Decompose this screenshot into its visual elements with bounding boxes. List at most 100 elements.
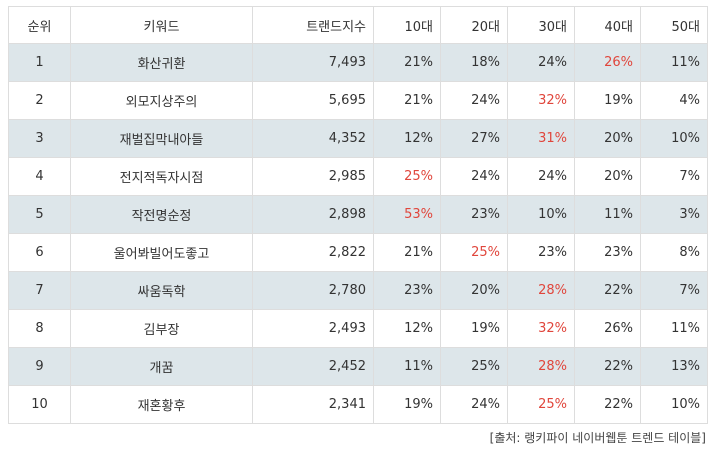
age-20s-cell: 18% [440,43,508,82]
table-row: 2 외모지상주의 5,695 21% 24% 32% 19% 4% [8,81,708,120]
trend-index-cell: 2,452 [252,347,374,386]
age-10s-cell: 21% [373,43,441,82]
table-row: 7 싸움독학 2,780 23% 20% 28% 22% 7% [8,271,708,310]
header-age-40s: 40대 [574,6,641,44]
trend-index-cell: 2,780 [252,271,374,310]
age-50s-cell: 10% [640,119,708,158]
keyword-cell: 재혼황후 [70,385,253,424]
age-30s-cell: 28% [507,271,575,310]
header-age-10s: 10대 [373,6,441,44]
age-20s-cell: 24% [440,81,508,120]
header-trend-index: 트랜드지수 [252,6,374,44]
header-rank: 순위 [8,6,71,44]
keyword-cell: 개꿈 [70,347,253,386]
age-30s-cell: 23% [507,233,575,272]
age-30s-cell: 24% [507,43,575,82]
keyword-cell: 화산귀환 [70,43,253,82]
age-40s-cell: 22% [574,271,641,310]
rank-cell: 7 [8,271,71,310]
trend-index-cell: 2,493 [252,309,374,348]
age-50s-cell: 4% [640,81,708,120]
age-50s-cell: 13% [640,347,708,386]
age-50s-cell: 11% [640,309,708,348]
table-row: 4 전지적독자시점 2,985 25% 24% 24% 20% 7% [8,157,708,196]
age-30s-cell: 32% [507,309,575,348]
age-20s-cell: 20% [440,271,508,310]
rank-cell: 6 [8,233,71,272]
table-header-row: 순위 키워드 트랜드지수 10대 20대 30대 40대 50대 [8,6,708,44]
age-50s-cell: 11% [640,43,708,82]
age-10s-cell: 12% [373,309,441,348]
age-50s-cell: 3% [640,195,708,234]
keyword-cell: 울어봐빌어도좋고 [70,233,253,272]
table-row: 6 울어봐빌어도좋고 2,822 21% 25% 23% 23% 8% [8,233,708,272]
age-20s-cell: 24% [440,157,508,196]
age-50s-cell: 10% [640,385,708,424]
age-30s-cell: 10% [507,195,575,234]
keyword-cell: 전지적독자시점 [70,157,253,196]
age-50s-cell: 7% [640,157,708,196]
age-40s-cell: 26% [574,309,641,348]
age-10s-cell: 11% [373,347,441,386]
rank-cell: 2 [8,81,71,120]
trend-index-cell: 2,822 [252,233,374,272]
source-caption: [출처: 랭키파이 네이버웹툰 트렌드 테이블] [489,431,706,445]
trend-index-cell: 2,898 [252,195,374,234]
rank-cell: 9 [8,347,71,386]
age-10s-cell: 25% [373,157,441,196]
age-20s-cell: 23% [440,195,508,234]
age-10s-cell: 23% [373,271,441,310]
header-keyword: 키워드 [70,6,253,44]
age-20s-cell: 19% [440,309,508,348]
rank-cell: 1 [8,43,71,82]
table-body: 1 화산귀환 7,493 21% 18% 24% 26% 11% 2 외모지상주의 5,695 21%… [8,43,708,424]
age-20s-cell: 25% [440,233,508,272]
table-row: 10 재혼황후 2,341 19% 24% 25% 22% 10% [8,385,708,424]
trend-index-cell: 7,493 [252,43,374,82]
table-row: 8 김부장 2,493 12% 19% 32% 26% 11% [8,309,708,348]
age-10s-cell: 53% [373,195,441,234]
header-age-20s: 20대 [440,6,508,44]
age-40s-cell: 26% [574,43,641,82]
age-40s-cell: 20% [574,157,641,196]
age-30s-cell: 32% [507,81,575,120]
rank-cell: 10 [8,385,71,424]
trend-index-cell: 2,341 [252,385,374,424]
age-50s-cell: 8% [640,233,708,272]
age-20s-cell: 27% [440,119,508,158]
trend-index-cell: 4,352 [252,119,374,158]
age-10s-cell: 19% [373,385,441,424]
table-row: 9 개꿈 2,452 11% 25% 28% 22% 13% [8,347,708,386]
trend-table: 순위 키워드 트랜드지수 10대 20대 30대 40대 50대 1 화산귀환 7,… [8,6,708,424]
age-40s-cell: 22% [574,385,641,424]
age-40s-cell: 23% [574,233,641,272]
age-30s-cell: 28% [507,347,575,386]
rank-cell: 3 [8,119,71,158]
age-30s-cell: 31% [507,119,575,158]
keyword-cell: 외모지상주의 [70,81,253,120]
age-30s-cell: 25% [507,385,575,424]
age-40s-cell: 11% [574,195,641,234]
age-40s-cell: 19% [574,81,641,120]
age-50s-cell: 7% [640,271,708,310]
trend-index-cell: 2,985 [252,157,374,196]
rank-cell: 5 [8,195,71,234]
age-30s-cell: 24% [507,157,575,196]
age-10s-cell: 12% [373,119,441,158]
age-10s-cell: 21% [373,81,441,120]
age-20s-cell: 24% [440,385,508,424]
trend-index-cell: 5,695 [252,81,374,120]
keyword-cell: 작전명순정 [70,195,253,234]
header-age-30s: 30대 [507,6,575,44]
keyword-cell: 김부장 [70,309,253,348]
age-10s-cell: 21% [373,233,441,272]
age-40s-cell: 20% [574,119,641,158]
trend-table-container: 순위 키워드 트랜드지수 10대 20대 30대 40대 50대 1 화산귀환 7,… [8,6,708,424]
table-row: 3 재벌집막내아들 4,352 12% 27% 31% 20% 10% [8,119,708,158]
age-20s-cell: 25% [440,347,508,386]
table-row: 1 화산귀환 7,493 21% 18% 24% 26% 11% [8,43,708,82]
age-40s-cell: 22% [574,347,641,386]
rank-cell: 4 [8,157,71,196]
header-age-50s: 50대 [640,6,708,44]
keyword-cell: 싸움독학 [70,271,253,310]
